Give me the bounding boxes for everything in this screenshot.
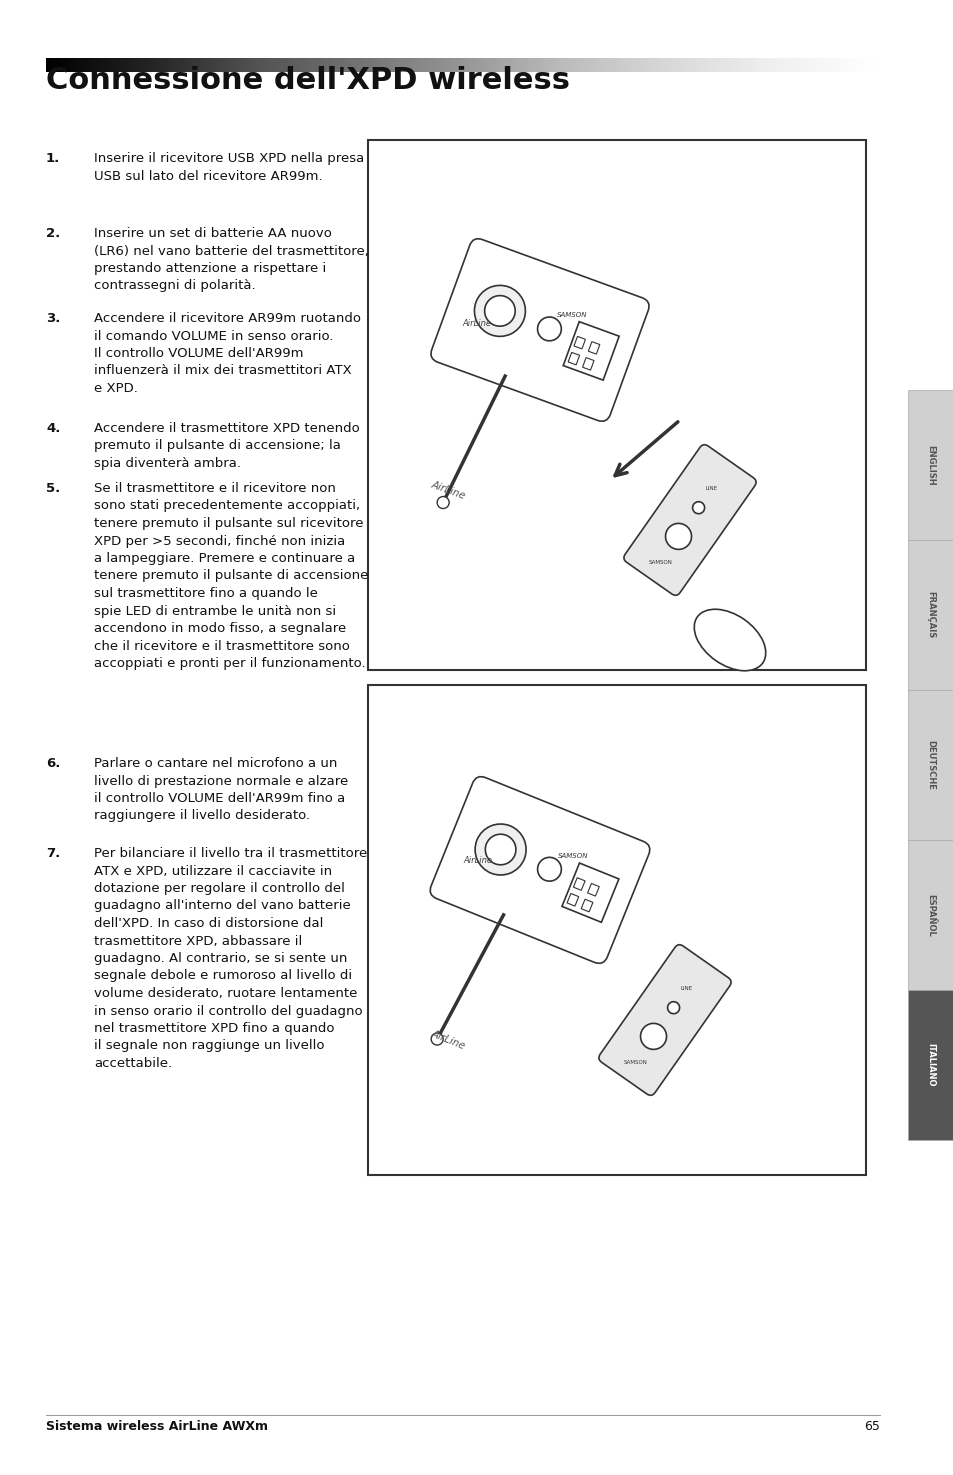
Text: ESPAÑOL: ESPAÑOL xyxy=(925,894,935,937)
Text: Accendere il ricevitore AR99m ruotando
il comando VOLUME in senso orario.
Il con: Accendere il ricevitore AR99m ruotando i… xyxy=(94,313,360,395)
Bar xyxy=(566,894,578,906)
Text: 3.: 3. xyxy=(46,313,60,324)
Text: Sistema wireless AirLine AWXm: Sistema wireless AirLine AWXm xyxy=(46,1420,268,1434)
Text: ITALIANO: ITALIANO xyxy=(925,1043,935,1087)
Bar xyxy=(368,140,865,670)
Circle shape xyxy=(665,524,691,549)
Text: SAMSON: SAMSON xyxy=(647,560,672,565)
Text: AirLine: AirLine xyxy=(430,479,467,502)
Text: 5.: 5. xyxy=(46,482,60,496)
Text: Inserire un set di batterie AA nuovo
(LR6) nel vano batterie del trasmettitore,
: Inserire un set di batterie AA nuovo (LR… xyxy=(94,227,369,292)
Text: 7.: 7. xyxy=(46,847,60,860)
Circle shape xyxy=(475,825,525,875)
Text: Accendere il trasmettitore XPD tenendo
premuto il pulsante di accensione; la
spi: Accendere il trasmettitore XPD tenendo p… xyxy=(94,422,359,471)
Circle shape xyxy=(436,497,449,509)
FancyBboxPatch shape xyxy=(430,776,649,963)
Text: AirLine: AirLine xyxy=(462,319,491,327)
Bar xyxy=(907,839,953,990)
Circle shape xyxy=(537,317,560,341)
Bar xyxy=(574,336,585,350)
Text: Parlare o cantare nel microfono a un
livello di prestazione normale e alzare
il : Parlare o cantare nel microfono a un liv… xyxy=(94,757,348,823)
Bar xyxy=(368,684,865,1176)
Bar xyxy=(568,353,579,364)
Text: FRANÇAIS: FRANÇAIS xyxy=(925,591,935,639)
FancyBboxPatch shape xyxy=(598,944,730,1096)
Circle shape xyxy=(667,1002,679,1013)
Bar xyxy=(907,690,953,839)
Text: Se il trasmettitore e il ricevitore non
sono stati precedentemente accoppiati,
t: Se il trasmettitore e il ricevitore non … xyxy=(94,482,368,670)
Circle shape xyxy=(484,295,515,326)
Circle shape xyxy=(485,835,516,864)
Text: 6.: 6. xyxy=(46,757,60,770)
Circle shape xyxy=(639,1024,666,1049)
Text: Per bilanciare il livello tra il trasmettitore
ATX e XPD, utilizzare il cacciavi: Per bilanciare il livello tra il trasmet… xyxy=(94,847,367,1069)
Bar xyxy=(582,357,594,370)
Text: SAMSON: SAMSON xyxy=(622,1061,646,1065)
Text: LINE: LINE xyxy=(680,987,692,991)
FancyBboxPatch shape xyxy=(623,444,756,596)
Text: 65: 65 xyxy=(863,1420,879,1434)
Text: ENGLISH: ENGLISH xyxy=(925,444,935,485)
Text: 2.: 2. xyxy=(46,227,60,240)
Text: AirLine: AirLine xyxy=(430,1028,467,1052)
Text: SAMSON: SAMSON xyxy=(558,853,588,858)
Bar xyxy=(573,878,584,891)
Bar xyxy=(580,900,593,912)
Circle shape xyxy=(474,285,525,336)
Circle shape xyxy=(431,1032,443,1046)
Bar xyxy=(562,322,618,381)
Ellipse shape xyxy=(694,609,765,671)
Bar xyxy=(907,540,953,690)
Text: Inserire il ricevitore USB XPD nella presa
USB sul lato del ricevitore AR99m.: Inserire il ricevitore USB XPD nella pre… xyxy=(94,152,364,183)
Text: DEUTSCHE: DEUTSCHE xyxy=(925,740,935,791)
FancyBboxPatch shape xyxy=(431,239,648,422)
Bar xyxy=(587,884,598,897)
Bar xyxy=(561,863,618,922)
Bar xyxy=(588,342,599,354)
Text: AirLine: AirLine xyxy=(462,855,492,864)
Circle shape xyxy=(692,502,704,513)
Text: 4.: 4. xyxy=(46,422,60,435)
Bar xyxy=(907,389,953,540)
Text: Connessione dell'XPD wireless: Connessione dell'XPD wireless xyxy=(46,66,569,94)
Bar xyxy=(907,990,953,1140)
Text: 1.: 1. xyxy=(46,152,60,165)
Text: LINE: LINE xyxy=(705,487,717,491)
Circle shape xyxy=(537,857,560,881)
Text: SAMSON: SAMSON xyxy=(557,311,587,317)
